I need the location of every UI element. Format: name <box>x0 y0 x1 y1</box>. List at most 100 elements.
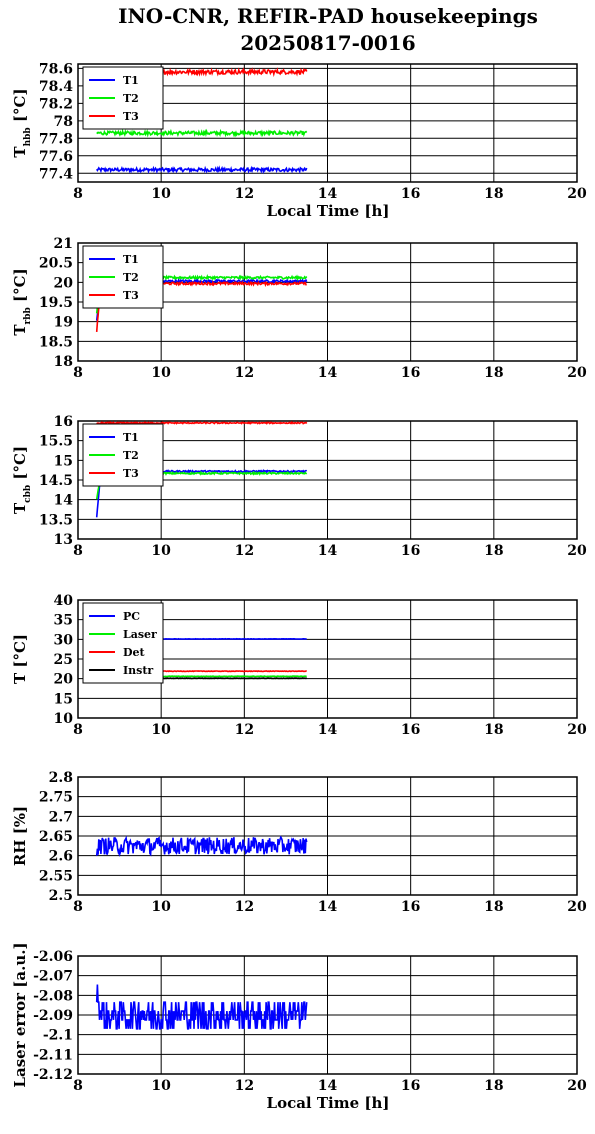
y-axis-label: Thbb [°C] <box>11 88 33 157</box>
x-tick-label: 10 <box>151 722 171 738</box>
figure-title-line2: 20250817-0016 <box>240 31 415 55</box>
plot-frame <box>77 955 578 1075</box>
x-tick-label: 10 <box>151 1078 171 1094</box>
x-tick-label: 12 <box>235 1078 254 1094</box>
x-tick-label: 8 <box>73 899 83 915</box>
x-tick-label: 16 <box>401 365 420 381</box>
y-tick-label: 77.4 <box>39 166 73 182</box>
x-tick-label: 18 <box>484 543 503 559</box>
legend-label: T2 <box>123 449 139 462</box>
y-axis-label: T [°C] <box>11 634 29 684</box>
y-tick-label: 77.8 <box>39 131 73 147</box>
series-line-data <box>95 835 308 857</box>
x-axis-label: Local Time [h] <box>267 202 390 220</box>
y-tick-label: 21 <box>54 236 73 252</box>
x-tick-label: 14 <box>318 543 338 559</box>
legend-label: T1 <box>123 74 139 87</box>
x-tick-label: 8 <box>73 543 83 559</box>
legend: T1 T2 T3 <box>82 66 164 130</box>
y-tick-label: 13 <box>54 532 73 548</box>
y-tick-label: 78.6 <box>39 61 73 77</box>
plot-frame <box>77 599 578 719</box>
y-tick-label: 40 <box>54 593 74 609</box>
x-tick-label: 10 <box>151 365 171 381</box>
y-tick-label: 15.5 <box>39 434 73 450</box>
x-tick-label: 8 <box>73 1078 83 1094</box>
x-tick-label: 14 <box>318 365 338 381</box>
y-tick-label: 16 <box>54 414 73 430</box>
y-tick-label: 10 <box>54 711 74 727</box>
legend-label: Laser <box>123 628 157 641</box>
y-axis-label: Laser error [a.u.] <box>11 942 29 1087</box>
y-axis-label: Tcbb [°C] <box>11 446 33 514</box>
x-tick-label: 20 <box>567 899 587 915</box>
x-tick-label: 12 <box>235 543 254 559</box>
y-tick-label: 30 <box>54 632 74 648</box>
x-tick-label: 8 <box>73 186 83 202</box>
x-tick-label: 8 <box>73 722 83 738</box>
y-tick-label: -2.1 <box>43 1028 73 1044</box>
y-tick-label: 18.5 <box>39 334 73 350</box>
y-tick-label: 2.55 <box>39 868 73 884</box>
x-tick-label: 12 <box>235 722 254 738</box>
legend: T1 T2 T3 <box>82 423 164 487</box>
y-tick-label: 77.6 <box>39 149 73 165</box>
x-tick-label: 12 <box>235 186 254 202</box>
legend: T1 T2 T3 <box>82 245 164 309</box>
x-tick-label: 18 <box>484 1078 503 1094</box>
series-line-t3 <box>96 421 308 425</box>
legend-box <box>82 245 164 309</box>
x-axis-label: Local Time [h] <box>267 1094 390 1112</box>
series-line-t2 <box>96 128 308 138</box>
x-tick-label: 16 <box>401 1078 420 1094</box>
x-tick-label: 16 <box>401 722 420 738</box>
y-axis-label: Trbb [°C] <box>11 268 33 335</box>
legend: PC Laser Det Instr <box>82 602 164 684</box>
x-tick-label: 10 <box>151 899 171 915</box>
y-tick-label: 15 <box>54 691 73 707</box>
x-tick-label: 10 <box>151 186 171 202</box>
plot-frame <box>77 242 578 362</box>
x-tick-label: 14 <box>318 722 338 738</box>
y-tick-label: 18 <box>54 354 73 370</box>
panel-3: 13 13.5 14 14.5 15 15.5 16 8 10 12 14 16 18 20 Tcbb [°… <box>11 414 587 559</box>
legend-label: Instr <box>123 664 153 677</box>
plot-frame <box>77 420 578 540</box>
plot-frame <box>77 776 578 896</box>
plot-frame <box>77 63 578 183</box>
y-tick-label: -2.08 <box>33 988 73 1004</box>
y-tick-label: 25 <box>54 652 73 668</box>
y-tick-label: -2.06 <box>33 949 73 965</box>
y-tick-label: 35 <box>54 613 73 629</box>
x-tick-label: 12 <box>235 365 254 381</box>
x-tick-label: 10 <box>151 543 171 559</box>
y-tick-label: 19.5 <box>39 295 73 311</box>
y-tick-label: 14 <box>54 493 74 509</box>
y-tick-label: 78.4 <box>39 79 73 95</box>
panel-1: 77.477.6 77.878 78.278.4 78.6 8 10 12 14 16 18 20 L… <box>11 61 587 220</box>
x-tick-label: 16 <box>401 186 420 202</box>
y-tick-label: -2.11 <box>33 1047 73 1063</box>
legend-label: T3 <box>123 289 139 302</box>
legend-label: T2 <box>123 92 139 105</box>
series-line-data <box>95 984 308 1030</box>
x-tick-label: 18 <box>484 722 503 738</box>
legend-label: Det <box>123 646 146 659</box>
y-tick-label: 2.8 <box>49 770 73 786</box>
x-tick-label: 20 <box>567 1078 587 1094</box>
y-tick-label: 20 <box>54 275 74 291</box>
x-tick-label: 16 <box>401 899 420 915</box>
panel-6: -2.12 -2.11 -2.1 -2.09 -2.08 -2.07 -2.06 8 10 12 1… <box>11 942 587 1112</box>
y-tick-label: 2.6 <box>49 849 73 865</box>
legend-label: T3 <box>123 467 139 480</box>
y-tick-label: 78.2 <box>39 96 73 112</box>
series-line-t1 <box>96 165 308 175</box>
x-tick-label: 16 <box>401 543 420 559</box>
y-tick-label: 2.5 <box>49 888 73 904</box>
legend-label: T1 <box>123 431 139 444</box>
x-tick-label: 14 <box>318 1078 338 1094</box>
x-tick-label: 14 <box>318 899 338 915</box>
panel-2: 18 18.5 19 19.5 20 20.5 21 8 10 12 14 16 18 20 Trbb [°… <box>11 236 587 381</box>
